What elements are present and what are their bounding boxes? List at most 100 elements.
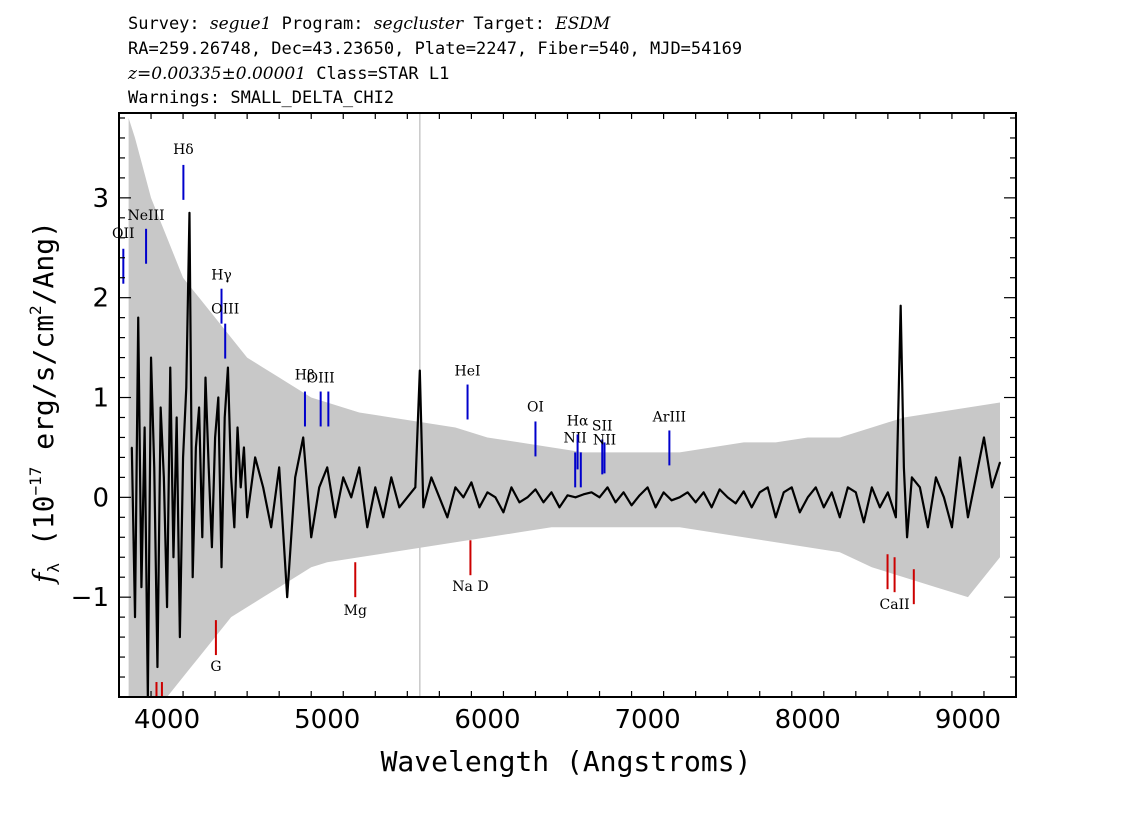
flux-point [598, 496, 601, 499]
flux-point [438, 496, 441, 499]
flux-point [217, 396, 220, 399]
absorption-line-label: G [210, 659, 221, 675]
flux-point [230, 476, 232, 479]
emission-line-label: Hα [567, 413, 589, 429]
x-tick-label: 8000 [775, 705, 841, 735]
flux-point [494, 496, 497, 499]
flux-point [943, 496, 945, 499]
flux-point [172, 556, 175, 559]
flux-point [334, 516, 337, 519]
flux-point [462, 496, 465, 499]
flux-point [927, 526, 929, 529]
flux-point [951, 526, 953, 529]
flux-point [782, 491, 785, 494]
emission-line-label: Hβ [295, 368, 315, 384]
flux-point [188, 212, 191, 214]
flux-point [558, 506, 561, 509]
flux-point [887, 491, 889, 494]
flux-point [686, 491, 689, 494]
flux-point [318, 486, 321, 489]
flux-point [806, 496, 809, 499]
flux-point [414, 486, 417, 489]
flux-point [204, 376, 207, 379]
flux-point [822, 506, 825, 509]
emission-line-label: OII [112, 226, 135, 242]
flux-point [191, 576, 194, 579]
flux-point [899, 304, 902, 307]
flux-point [919, 486, 921, 489]
flux-point [999, 461, 1001, 464]
y-axis-title-text: fλ (10−17 erg/s/cm2/Ang) [26, 221, 63, 585]
emission-line-label: NII [564, 430, 587, 446]
flux-point [518, 501, 521, 504]
emission-line-label: Hγ [211, 268, 232, 284]
flux-point [566, 494, 569, 497]
axis-ticks: 4000 5000 6000 7000 8000 9000 −1 0 1 2 3 [71, 113, 1017, 735]
flux-point [185, 386, 188, 389]
flux-line [130, 211, 1002, 697]
flux-point [233, 526, 236, 529]
flux-point [935, 476, 937, 479]
flux-point [286, 596, 288, 598]
x-tick-label: 6000 [454, 705, 520, 735]
flux-point [526, 496, 529, 499]
class-value: Class=STAR L1 [306, 64, 449, 84]
flux-point [630, 504, 633, 507]
flux-point [153, 466, 156, 469]
error-envelope [128, 117, 1000, 697]
emission-line-label: HeI [455, 364, 481, 380]
flux-point [839, 516, 841, 519]
flux-point [310, 536, 313, 539]
flux-point [131, 446, 133, 449]
y-tick-label: 3 [92, 184, 109, 214]
program-prefix: Program: [271, 14, 373, 34]
flux-point [830, 491, 833, 494]
flux-point [150, 356, 152, 359]
flux-point [798, 511, 801, 514]
flux-point [975, 476, 977, 479]
flux-point [486, 491, 489, 494]
flux-point [342, 476, 345, 479]
emission-line-label: OI [527, 399, 544, 415]
absorption-line-label: Na D [452, 579, 488, 595]
y-tick-label: 2 [92, 284, 109, 314]
flux-point [774, 516, 777, 519]
header-line-3: z=0.00335±0.00001 Class=STAR L1 [127, 64, 449, 84]
flux-point [550, 491, 553, 494]
flux-point [166, 606, 168, 608]
survey-prefix: Survey: [128, 14, 210, 34]
flux-point [366, 526, 369, 529]
flux-point [502, 511, 505, 514]
flux-point [294, 476, 296, 479]
flux-point [223, 416, 226, 419]
header-line-4: Warnings: SMALL_DELTA_CHI2 [128, 88, 394, 108]
flux-point [542, 501, 545, 504]
flux-point [243, 446, 245, 449]
flux-point [163, 476, 165, 479]
flux-point [790, 486, 793, 489]
x-axis-title: Wavelength (Angstroms) [381, 745, 752, 778]
y-tick-label: −1 [71, 583, 109, 613]
flux-point [662, 491, 665, 494]
flux-point [175, 416, 178, 419]
flux-point [478, 506, 481, 509]
flux-point [207, 466, 210, 469]
flux-point [702, 491, 705, 494]
emission-line-label: SII [592, 418, 613, 434]
emission-line-label: NII [593, 432, 616, 448]
flux-point [159, 406, 162, 409]
emission-line-label: OIII [307, 371, 335, 387]
flux-point [470, 481, 473, 484]
flux-point [670, 499, 673, 502]
flux-point [195, 446, 197, 449]
absorption-line-label: Mg [344, 603, 367, 619]
flux-point [903, 466, 905, 469]
header: Survey: segue1 Program: segcluster Targe… [127, 14, 742, 108]
flux-point [718, 488, 721, 491]
flux-point [239, 486, 242, 489]
flux-point [750, 506, 753, 509]
flux-point [614, 501, 617, 504]
